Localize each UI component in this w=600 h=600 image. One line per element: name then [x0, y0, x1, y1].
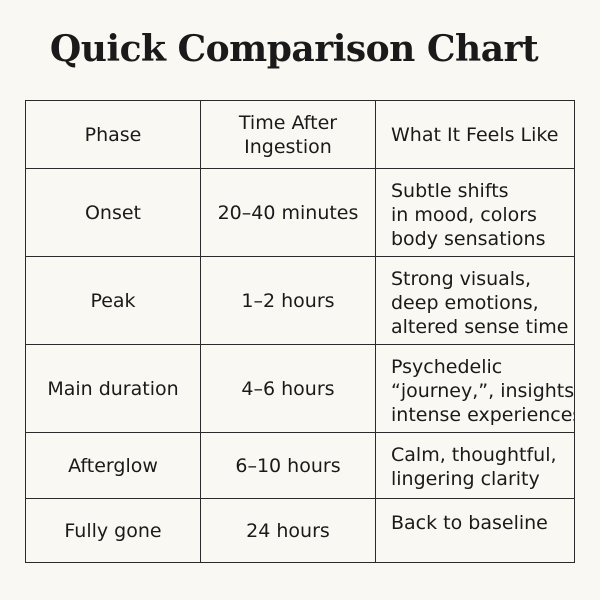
feels-line: Subtle shifts [391, 180, 509, 202]
phase-cell: Onset [25, 168, 201, 257]
table-row: Afterglow 6–10 hours Calm, thoughtful, ling… [25, 432, 575, 499]
table-row: Onset 20–40 minutes Subtle shifts in mood, … [25, 168, 575, 257]
phase-cell: Fully gone [25, 498, 201, 563]
phase-cell: Afterglow [25, 432, 201, 499]
feels-line: Psychedelic [391, 356, 503, 378]
feels-line: Strong visuals, [391, 268, 531, 290]
feels-cell: Strong visuals, deep emotions, altered sen… [375, 256, 575, 345]
feels-line: intense experiences [391, 404, 575, 426]
time-cell: 20–40 minutes [200, 168, 376, 257]
feels-line: body sensations [391, 228, 546, 250]
feels-line: in mood, colors [391, 204, 537, 226]
comparison-table: Phase Time After Ingestion What It Feels… [25, 100, 575, 563]
table-row: Main duration 4–6 hours Psychedelic “journe… [25, 344, 575, 433]
feels-line: deep emotions, [391, 292, 539, 314]
phase-cell: Main duration [25, 344, 201, 433]
header-time: Time After Ingestion [200, 100, 376, 169]
feels-cell: Calm, thoughtful, lingering clarity [375, 432, 575, 499]
feels-cell: Subtle shifts in mood, colors body sensati… [375, 168, 575, 257]
time-cell: 4–6 hours [200, 344, 376, 433]
feels-line: Calm, thoughtful, [391, 444, 557, 466]
time-cell: 1–2 hours [200, 256, 376, 345]
page-title: Quick Comparison Chart [49, 28, 539, 70]
feels-cell: Psychedelic “journey,”, insights, intense … [375, 344, 575, 433]
table-row: Peak 1–2 hours Strong visuals, deep emotion… [25, 256, 575, 345]
table-header-row: Phase Time After Ingestion What It Feels… [25, 100, 575, 169]
phase-cell: Peak [25, 256, 201, 345]
feels-cell: Back to baseline [375, 498, 575, 563]
feels-line: Back to baseline [391, 512, 548, 534]
feels-line: lingering clarity [391, 468, 540, 490]
header-feels: What It Feels Like [375, 100, 575, 169]
table-row: Fully gone 24 hours Back to baseline [25, 498, 575, 563]
header-phase: Phase [25, 100, 201, 169]
time-cell: 6–10 hours [200, 432, 376, 499]
feels-line: “journey,”, insights, [391, 380, 575, 402]
header-time-text: Time After Ingestion [238, 111, 338, 158]
feels-line: altered sense time [391, 316, 569, 338]
time-cell: 24 hours [200, 498, 376, 563]
